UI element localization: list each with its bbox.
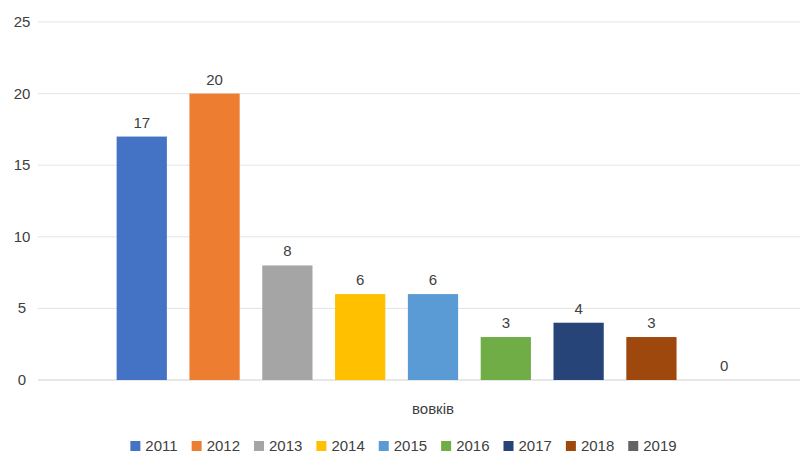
bar: [408, 294, 458, 380]
legend-swatch: [192, 441, 202, 451]
chart: 051015202517208663430вовків2011201220132…: [0, 0, 807, 455]
tick-label: 0: [18, 371, 26, 388]
legend-label: 2019: [643, 437, 676, 454]
bar: [481, 337, 531, 380]
data-label: 6: [429, 271, 437, 288]
data-label: 3: [502, 314, 510, 331]
legend-swatch: [379, 441, 389, 451]
background: [0, 0, 807, 455]
legend: 2011 2012 2013 2014 2015 2016 2017 2018 2019: [130, 437, 676, 454]
legend-label: 2017: [519, 437, 552, 454]
legend-label: 2013: [269, 437, 302, 454]
data-labels: 17 20 8 6 6 3 4 3 0: [133, 71, 728, 374]
bar: [117, 137, 167, 380]
data-label: 6: [356, 271, 364, 288]
bar: [699, 380, 749, 381]
bar: [626, 337, 676, 380]
legend-label: 2018: [581, 437, 614, 454]
tick-label: 15: [14, 156, 31, 173]
legend-swatch: [130, 441, 140, 451]
legend-label: 2015: [394, 437, 427, 454]
legend-swatch: [628, 441, 638, 451]
y-axis: 0 5 10 15 20 25: [14, 13, 800, 388]
bar: [189, 94, 239, 380]
tick-label: 20: [14, 85, 31, 102]
data-label: 3: [647, 314, 655, 331]
legend-label: 2012: [207, 437, 240, 454]
bar: [335, 294, 385, 380]
data-label: 4: [574, 300, 582, 317]
data-label: 17: [133, 114, 150, 131]
tick-label: 25: [14, 13, 31, 30]
grid-line: [38, 22, 800, 23]
legend-swatch: [441, 441, 451, 451]
bar: [262, 265, 312, 380]
tick-label: 5: [18, 299, 26, 316]
grid-line: [38, 93, 800, 94]
legend-swatch: [566, 441, 576, 451]
legend-swatch: [316, 441, 326, 451]
legend-label: 2011: [145, 437, 177, 454]
category-label: вовків: [412, 400, 454, 417]
legend-label: 2014: [331, 437, 364, 454]
tick-label: 10: [14, 228, 31, 245]
data-label: 20: [206, 71, 223, 88]
legend-label: 2016: [456, 437, 489, 454]
legend-swatch: [254, 441, 264, 451]
data-label: 0: [720, 357, 728, 374]
data-label: 8: [283, 242, 291, 259]
legend-swatch: [504, 441, 514, 451]
bars: [117, 94, 677, 380]
bar: [554, 323, 604, 380]
